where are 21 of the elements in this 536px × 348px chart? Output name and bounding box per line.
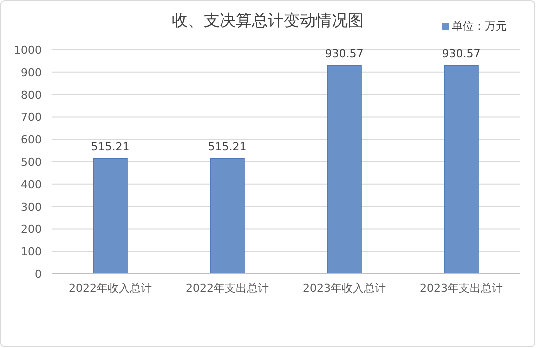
y-tick-label: 500 <box>21 156 42 169</box>
data-label: 930.57 <box>442 48 481 61</box>
x-tick-label: 2023年收入总计 <box>303 282 386 295</box>
y-tick-label: 700 <box>21 111 42 124</box>
x-tick-label: 2022年收入总计 <box>69 282 152 295</box>
y-tick-label: 0 <box>35 268 42 281</box>
y-tick-label: 400 <box>21 178 42 192</box>
data-label: 515.21 <box>208 140 247 154</box>
x-tick-label: 2022年支出总计 <box>186 282 269 295</box>
y-tick-label: 800 <box>21 88 42 102</box>
y-tick-label: 900 <box>21 66 42 80</box>
y-tick-label: 100 <box>21 246 42 259</box>
y-tick-label: 1000 <box>14 44 42 57</box>
y-tick-label: 200 <box>21 223 42 236</box>
y-tick-label: 300 <box>21 200 42 214</box>
chart-title: 收、支决算总计变动情况图 <box>172 11 364 30</box>
data-label: 515.21 <box>91 140 130 154</box>
y-tick-label: 600 <box>21 134 42 147</box>
x-tick-label: 2023年支出总计 <box>420 282 503 295</box>
legend-label: 单位：万元 <box>452 20 507 33</box>
data-label: 930.57 <box>325 48 364 61</box>
